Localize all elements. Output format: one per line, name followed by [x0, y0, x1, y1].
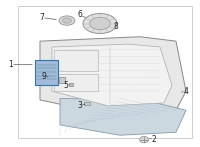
Text: 1: 1 [9, 60, 13, 69]
Bar [69, 83, 73, 86]
Text: 3: 3 [78, 101, 82, 110]
Text: 4: 4 [184, 87, 188, 96]
Ellipse shape [83, 14, 117, 34]
Bar [59, 77, 65, 83]
Text: 6: 6 [78, 10, 82, 19]
Bar [18, 6, 192, 138]
Bar [84, 102, 90, 105]
Text: 5: 5 [64, 81, 68, 90]
Text: 7: 7 [40, 13, 44, 22]
Circle shape [140, 136, 148, 143]
Bar [54, 74, 98, 91]
Text: 8: 8 [114, 22, 118, 31]
Bar [35, 60, 58, 85]
Polygon shape [40, 37, 186, 115]
Polygon shape [52, 44, 172, 106]
Bar [54, 50, 98, 71]
Ellipse shape [63, 18, 71, 23]
Text: 9: 9 [42, 72, 46, 81]
Ellipse shape [90, 17, 110, 30]
Polygon shape [60, 98, 186, 135]
Text: 2: 2 [152, 135, 156, 144]
Ellipse shape [59, 16, 75, 25]
